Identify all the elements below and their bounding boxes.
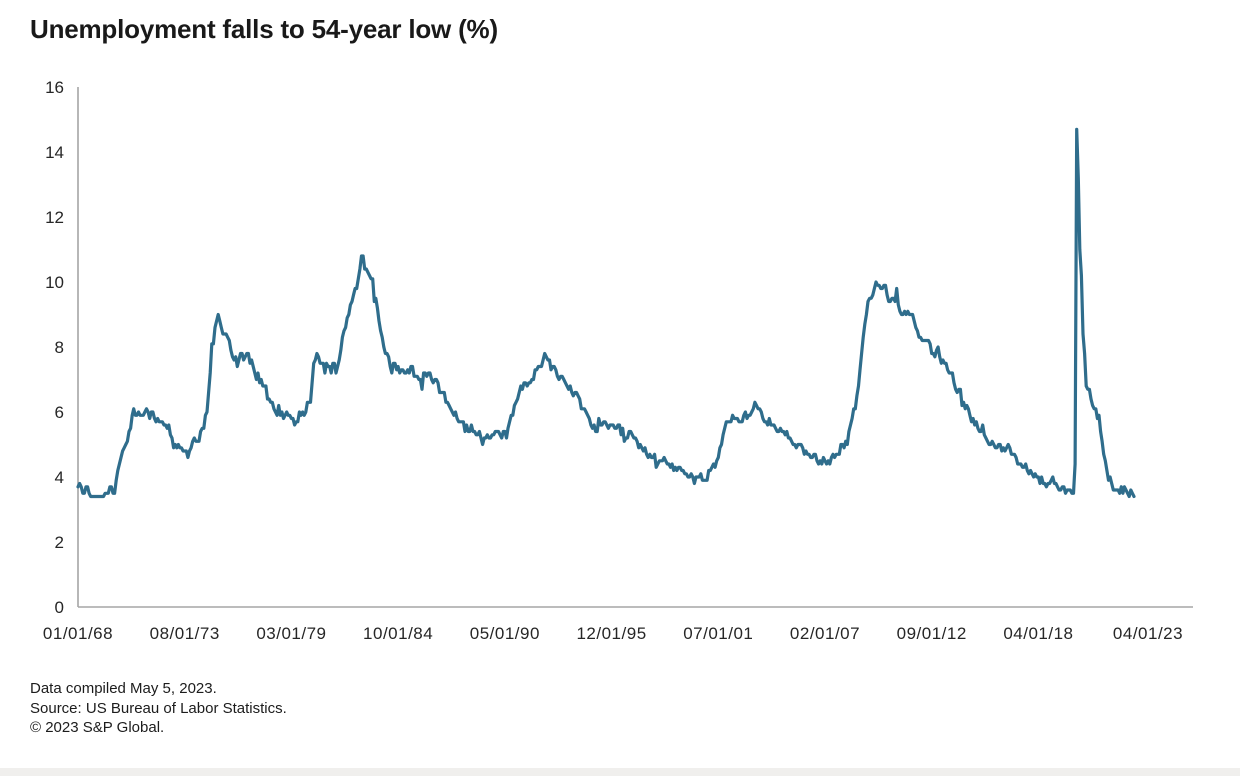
x-tick-label: 03/01/79 [256,624,326,643]
chart-footnotes: Data compiled May 5, 2023. Source: US Bu… [30,679,287,738]
unemployment-rate-line [76,127,1136,499]
x-tick-label: 08/01/73 [150,624,220,643]
x-tick-label: 07/01/01 [683,624,753,643]
footnote-copyright: © 2023 S&P Global. [30,719,165,736]
footnote-source: Source: US Bureau of Labor Statistics. [30,699,287,717]
y-tick-label: 14 [45,143,64,162]
x-tick-label: 10/01/84 [363,624,433,643]
y-tick-label: 16 [45,78,64,97]
bottom-strip [0,768,1240,776]
y-tick-label: 6 [55,403,64,422]
y-tick-label: 0 [55,598,64,617]
x-tick-label: 05/01/90 [470,624,540,643]
x-tick-label: 01/01/68 [43,624,113,643]
y-tick-label: 2 [55,533,64,552]
x-tick-label: 12/01/95 [576,624,646,643]
footnote-data-compiled: Data compiled May 5, 2023. [30,680,217,697]
x-tick-label: 09/01/12 [897,624,967,643]
chart-title: Unemployment falls to 54-year low (%) [30,14,498,44]
y-tick-label: 12 [45,208,64,227]
x-tick-label: 04/01/18 [1003,624,1073,643]
unemployment-line-chart: 0 2 4 6 8 10 12 14 16 01/01/68 08/01/73 03/01/79 10/… [43,78,1193,643]
y-tick-label: 8 [55,338,64,357]
x-tick-label: 04/01/23 [1113,624,1183,643]
x-tick-label: 02/01/07 [790,624,860,643]
y-tick-label: 4 [55,468,64,487]
y-tick-label: 10 [45,273,64,292]
